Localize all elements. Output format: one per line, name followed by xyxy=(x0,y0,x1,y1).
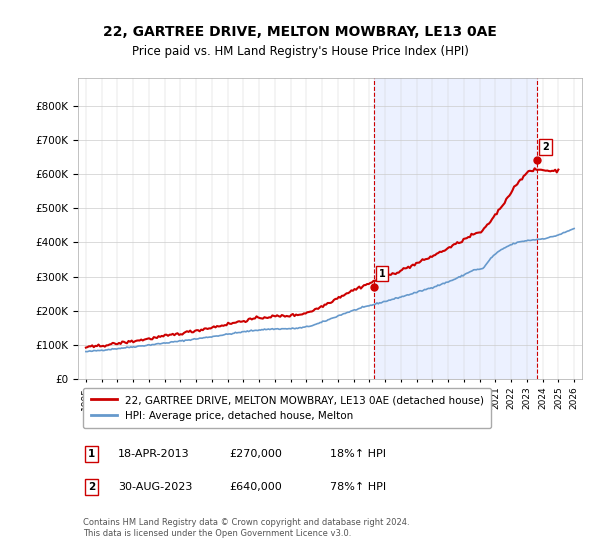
Text: 18%↑ HPI: 18%↑ HPI xyxy=(330,449,386,459)
Text: Price paid vs. HM Land Registry's House Price Index (HPI): Price paid vs. HM Land Registry's House … xyxy=(131,45,469,58)
Text: Contains HM Land Registry data © Crown copyright and database right 2024.
This d: Contains HM Land Registry data © Crown c… xyxy=(83,518,410,538)
Text: 2: 2 xyxy=(542,142,549,152)
Text: 78%↑ HPI: 78%↑ HPI xyxy=(330,482,386,492)
Text: 22, GARTREE DRIVE, MELTON MOWBRAY, LE13 0AE: 22, GARTREE DRIVE, MELTON MOWBRAY, LE13 … xyxy=(103,25,497,39)
Text: 18-APR-2013: 18-APR-2013 xyxy=(118,449,190,459)
Bar xyxy=(374,78,537,379)
Legend: 22, GARTREE DRIVE, MELTON MOWBRAY, LE13 0AE (detached house), HPI: Average price: 22, GARTREE DRIVE, MELTON MOWBRAY, LE13 … xyxy=(83,388,491,428)
Text: £270,000: £270,000 xyxy=(229,449,282,459)
Text: 1: 1 xyxy=(379,269,385,278)
Text: 1: 1 xyxy=(88,449,95,459)
Text: £640,000: £640,000 xyxy=(229,482,282,492)
Text: 30-AUG-2023: 30-AUG-2023 xyxy=(118,482,193,492)
Text: 2: 2 xyxy=(88,482,95,492)
